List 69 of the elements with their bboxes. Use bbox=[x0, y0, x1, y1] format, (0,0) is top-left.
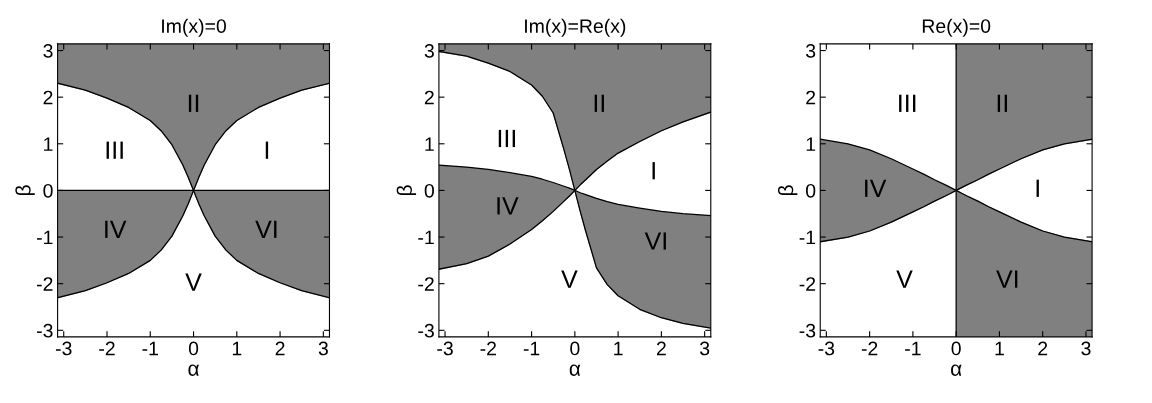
y-tick-label: -1 bbox=[37, 230, 53, 245]
annotation: I bbox=[652, 162, 655, 180]
x-tick-label: 1 bbox=[232, 341, 242, 356]
annotation: I bbox=[265, 141, 269, 159]
x-tick-label: -1 bbox=[523, 341, 540, 356]
annotation: VI bbox=[644, 232, 666, 250]
annotation: VI bbox=[255, 220, 277, 238]
x-axis-title: α bbox=[951, 364, 962, 376]
y-tick-label: 0 bbox=[424, 183, 434, 198]
y-tick-label: -3 bbox=[418, 323, 434, 338]
y-tick-label: 2 bbox=[806, 90, 816, 105]
y-tick-label: -1 bbox=[418, 230, 434, 245]
annotation: II bbox=[594, 94, 604, 112]
y-axis-title: β bbox=[777, 185, 798, 195]
x-tick-label: 1 bbox=[614, 341, 623, 356]
annotation: I bbox=[1036, 179, 1039, 197]
x-tick-label: 3 bbox=[699, 341, 710, 356]
x-tick-label: 3 bbox=[1081, 341, 1091, 356]
annotation: II bbox=[997, 94, 1008, 112]
x-tick-label: -3 bbox=[818, 341, 835, 356]
y-tick-label: 2 bbox=[43, 90, 53, 105]
y-tick-label: 0 bbox=[806, 183, 816, 198]
annotation: III bbox=[498, 129, 515, 148]
y-axis-title: β bbox=[396, 185, 417, 195]
y-tick-label: 1 bbox=[425, 137, 434, 151]
chart-title: Im(x)=0 bbox=[162, 18, 226, 37]
y-tick-label: 0 bbox=[43, 183, 53, 198]
annotation: IV bbox=[865, 179, 887, 197]
x-tick-label: 2 bbox=[1038, 341, 1048, 356]
x-tick-label: 1 bbox=[995, 341, 1004, 356]
x-tick-label: 2 bbox=[275, 341, 285, 356]
y-tick-label: 3 bbox=[424, 44, 434, 58]
y-tick-label: 1 bbox=[806, 137, 816, 151]
y-tick-label: 2 bbox=[424, 90, 434, 105]
y-tick-label: -1 bbox=[799, 230, 816, 245]
y-tick-label: -2 bbox=[37, 277, 53, 291]
x-tick-label: 3 bbox=[318, 341, 328, 356]
x-tick-label: -1 bbox=[905, 341, 921, 356]
y-tick-label: -2 bbox=[799, 277, 816, 291]
annotation: V bbox=[896, 270, 913, 288]
annotation: II bbox=[188, 94, 199, 112]
y-axis-title: β bbox=[15, 185, 35, 195]
y-tick-label: 1 bbox=[44, 137, 53, 151]
annotation: V bbox=[185, 273, 202, 291]
x-tick-label: -2 bbox=[99, 341, 115, 356]
y-tick-label: 3 bbox=[43, 44, 53, 58]
x-tick-label: -2 bbox=[861, 341, 878, 356]
x-tick-label: -3 bbox=[55, 341, 72, 356]
y-tick-label: 3 bbox=[805, 44, 816, 58]
annotation: VI bbox=[996, 270, 1018, 288]
y-tick-label: -3 bbox=[799, 323, 816, 338]
annotation: V bbox=[561, 270, 578, 288]
x-tick-label: -1 bbox=[142, 341, 158, 356]
x-tick-label: 2 bbox=[656, 341, 666, 356]
chart-title: Im(x)=Re(x) bbox=[525, 18, 626, 37]
x-axis-title: α bbox=[569, 364, 581, 376]
annotation: IV bbox=[497, 197, 519, 215]
annotation: III bbox=[106, 141, 123, 159]
chart-title: Re(x)=0 bbox=[922, 18, 991, 37]
x-tick-label: 0 bbox=[951, 341, 961, 356]
x-tick-label: -3 bbox=[437, 341, 453, 356]
x-tick-label: 0 bbox=[570, 341, 580, 356]
y-tick-label: -3 bbox=[37, 323, 53, 338]
annotation: III bbox=[899, 94, 916, 112]
x-axis-title: α bbox=[188, 364, 199, 376]
y-tick-label: -2 bbox=[418, 277, 434, 291]
x-tick-label: -2 bbox=[480, 341, 496, 356]
x-tick-label: 0 bbox=[188, 341, 199, 356]
annotation: IV bbox=[105, 220, 127, 238]
